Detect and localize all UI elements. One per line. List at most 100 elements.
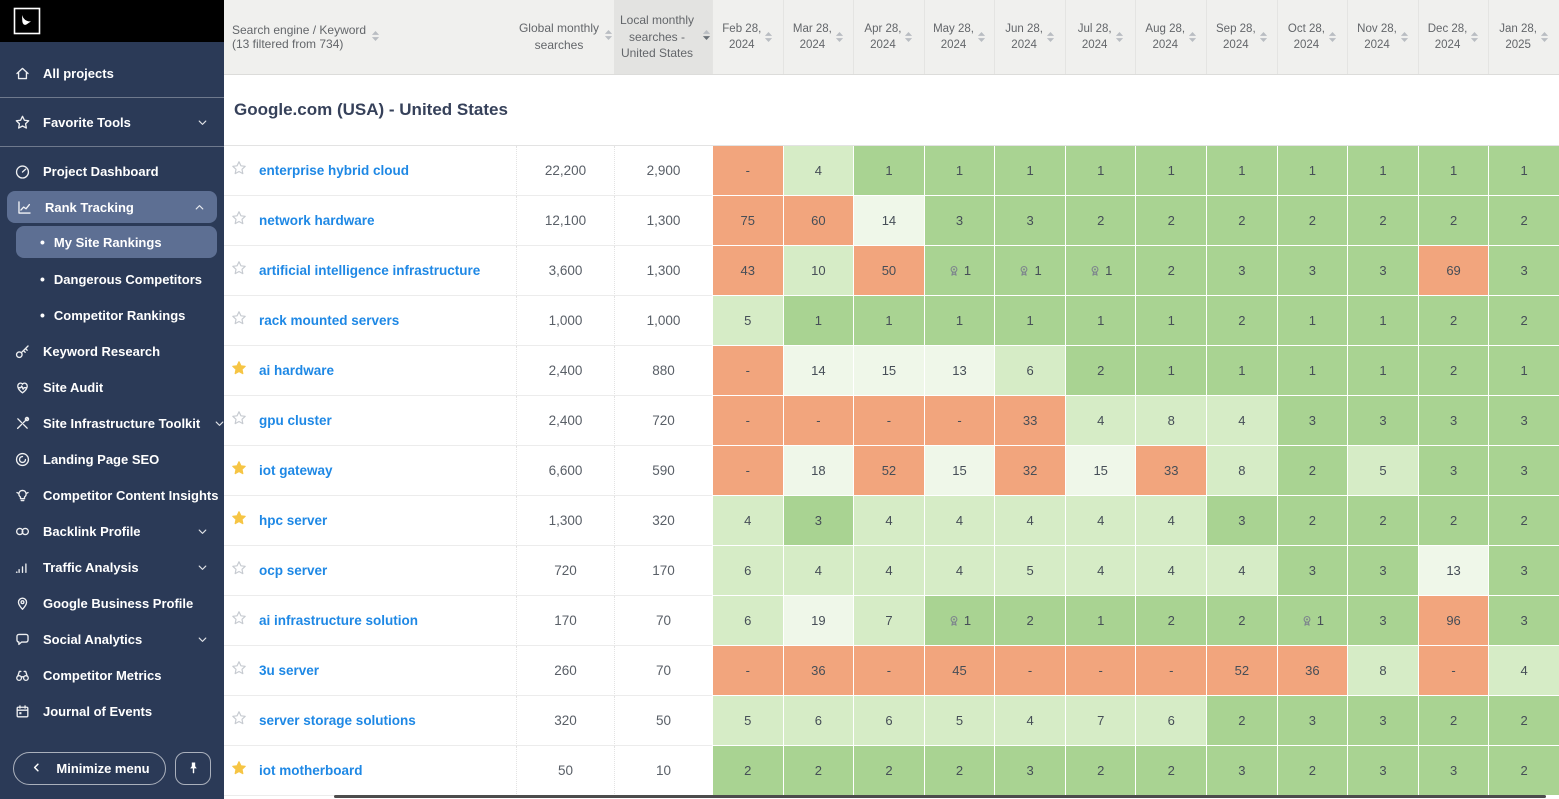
rank-value: 2 — [1026, 613, 1034, 628]
favorite-star-toggle[interactable] — [224, 496, 254, 546]
keyword-link[interactable]: gpu cluster — [259, 413, 332, 428]
favorite-star-toggle[interactable] — [224, 196, 254, 246]
rank-value: 4 — [885, 513, 893, 528]
sidebar-item-project-dashboard[interactable]: Project Dashboard — [0, 153, 224, 189]
rank-cell: 15 — [923, 446, 995, 496]
rank-value: 2 — [1238, 713, 1246, 728]
column-header-keyword[interactable]: Search engine / Keyword (13 filtered fro… — [224, 0, 516, 74]
rank-cell: 2 — [1206, 296, 1277, 346]
column-header-date[interactable]: Aug 28, 2024 — [1135, 0, 1206, 74]
sidebar-item-traffic-analysis[interactable]: Traffic Analysis — [0, 549, 224, 585]
sort-icon[interactable] — [371, 30, 510, 45]
sidebar-item-site-audit[interactable]: Site Audit — [0, 369, 224, 405]
favorite-star-toggle[interactable] — [224, 746, 254, 796]
favorite-star-toggle[interactable] — [224, 696, 254, 746]
keyword-link[interactable]: artificial intelligence infrastructure — [259, 263, 481, 278]
rank-value: 75 — [740, 213, 756, 228]
keyword-link[interactable]: enterprise hybrid cloud — [259, 163, 410, 178]
keyword-cell: ai infrastructure solution — [254, 596, 516, 646]
sidebar-item-label: Backlink Profile — [43, 523, 141, 539]
favorite-star-toggle[interactable] — [224, 546, 254, 596]
rank-value: 5 — [955, 713, 964, 728]
keyword-link[interactable]: ocp server — [259, 563, 328, 578]
rank-cells: 5 6 6 5 4 7 6 2 3 3 2 2 — [712, 696, 1559, 746]
sidebar-item-keyword-research[interactable]: Keyword Research — [0, 333, 224, 369]
minimize-menu-button[interactable]: Minimize menu — [13, 752, 166, 785]
sidebar-divider — [0, 97, 224, 98]
rank-cell: 1 — [1347, 296, 1418, 346]
keyword-link[interactable]: rack mounted servers — [259, 313, 400, 328]
sidebar-subitem-my-site-rankings[interactable]: • My Site Rankings — [16, 226, 217, 258]
sort-icon-active[interactable] — [702, 29, 711, 46]
keyword-link[interactable]: ai infrastructure solution — [259, 613, 419, 628]
pin-menu-button[interactable] — [175, 752, 211, 785]
sidebar-item-google-business-profile[interactable]: Google Business Profile — [0, 585, 224, 621]
keyword-link[interactable]: ai hardware — [259, 363, 335, 378]
rank-cell: 2 — [1135, 246, 1207, 296]
favorite-star-toggle[interactable] — [224, 596, 254, 646]
column-header-date[interactable]: May 28, 2024 — [923, 0, 995, 74]
chevron-down-icon — [195, 560, 210, 575]
favorite-star-toggle[interactable] — [224, 346, 254, 396]
rank-cell: 4 — [1064, 396, 1136, 446]
sidebar-item-rank-tracking[interactable]: Rank Tracking — [7, 191, 217, 223]
rank-value: 3 — [1449, 413, 1458, 428]
chevron-down-icon — [212, 416, 227, 431]
column-header-date[interactable]: Feb 28, 2024 — [712, 0, 783, 74]
column-header-date[interactable]: Oct 28, 2024 — [1276, 0, 1348, 74]
column-header-local-searches[interactable]: Local monthly searches - United States — [614, 0, 712, 74]
sidebar-item-competitor-metrics[interactable]: Competitor Metrics — [0, 657, 224, 693]
rank-value: 8 — [1167, 413, 1175, 428]
keyword-link[interactable]: iot gateway — [259, 463, 333, 478]
global-searches-value: 6,600 — [516, 446, 614, 496]
sidebar-subitem-competitor-rankings[interactable]: • Competitor Rankings — [0, 297, 224, 333]
keyword-link[interactable]: server storage solutions — [259, 713, 416, 728]
favorite-star-toggle[interactable] — [224, 446, 254, 496]
date-label: Dec 28, 2024 — [1427, 22, 1468, 51]
sidebar-subitem-dangerous-competitors[interactable]: • Dangerous Competitors — [0, 261, 224, 297]
sidebar-item-favorite-tools[interactable]: Favorite Tools — [0, 104, 224, 140]
sidebar-item-backlink-profile[interactable]: Backlink Profile — [0, 513, 224, 549]
keyword-link[interactable]: 3u server — [259, 663, 320, 678]
column-header-date[interactable]: Jul 28, 2024 — [1064, 0, 1136, 74]
keyword-link[interactable]: iot motherboard — [259, 763, 363, 778]
sort-icon[interactable] — [604, 29, 613, 46]
rank-cell: 3 — [1347, 546, 1418, 596]
rank-cell: 6 — [712, 596, 783, 646]
rank-cell: 52 — [853, 446, 924, 496]
keyword-link[interactable]: hpc server — [259, 513, 328, 528]
favorite-star-toggle[interactable] — [224, 396, 254, 446]
rank-value: 2 — [1449, 363, 1458, 378]
sidebar-item-competitor-content-insights[interactable]: Competitor Content Insights — [0, 477, 224, 513]
rank-value: 45 — [952, 663, 967, 678]
column-header-date[interactable]: Nov 28, 2024 — [1347, 0, 1418, 74]
sidebar-item-landing-page-seo[interactable]: Landing Page SEO — [0, 441, 224, 477]
horizontal-scrollbar[interactable] — [334, 795, 1546, 798]
rank-value: 1 — [1308, 363, 1317, 378]
app-logo[interactable] — [13, 7, 41, 35]
favorite-star-toggle[interactable] — [224, 246, 254, 296]
column-header-date[interactable]: Apr 28, 2024 — [853, 0, 924, 74]
sidebar-item-journal-of-events[interactable]: Journal of Events — [0, 693, 224, 729]
favorite-star-toggle[interactable] — [224, 646, 254, 696]
column-header-date[interactable]: Jun 28, 2024 — [994, 0, 1065, 74]
column-header-date[interactable]: Dec 28, 2024 — [1417, 0, 1489, 74]
sidebar-item-site-infrastructure-toolkit[interactable]: Site Infrastructure Toolkit — [0, 405, 224, 441]
chevron-down-icon — [195, 524, 210, 539]
column-header-date[interactable]: Mar 28, 2024 — [782, 0, 854, 74]
column-header-date[interactable]: Sep 28, 2024 — [1206, 0, 1277, 74]
rank-cell: 4 — [1064, 546, 1136, 596]
star-outline-icon — [231, 610, 247, 631]
column-header-date[interactable]: Jan 28, 2025 — [1488, 0, 1559, 74]
keyword-cell: gpu cluster — [254, 396, 516, 446]
sidebar-item-social-analytics[interactable]: Social Analytics — [0, 621, 224, 657]
favorite-star-toggle[interactable] — [224, 146, 254, 196]
rank-value: 2 — [1167, 613, 1175, 628]
column-header-global-searches[interactable]: Global monthly searches — [516, 0, 614, 74]
rank-cell: 3 — [1347, 246, 1418, 296]
favorite-star-toggle[interactable] — [224, 296, 254, 346]
keyword-link[interactable]: network hardware — [259, 213, 375, 228]
rank-value: 2 — [1238, 613, 1246, 628]
sidebar-item-all-projects[interactable]: All projects — [0, 55, 224, 91]
